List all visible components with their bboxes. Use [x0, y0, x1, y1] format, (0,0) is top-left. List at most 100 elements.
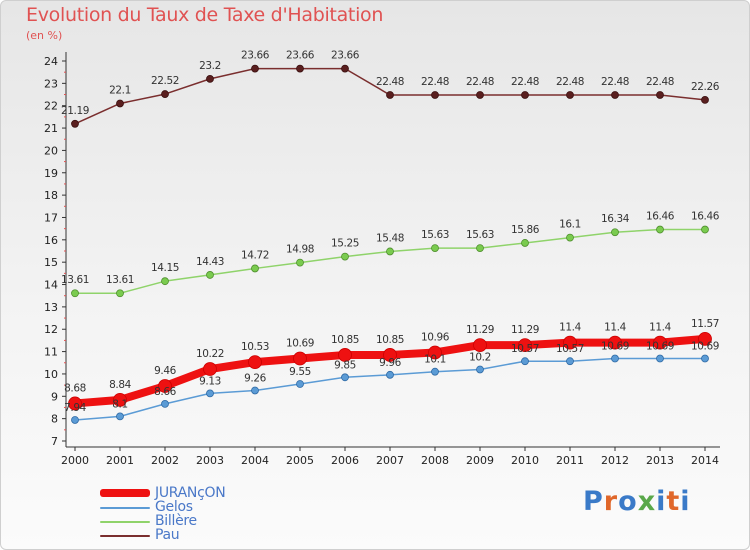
data-label-gelos: 10.69 [691, 341, 719, 353]
data-point-juranon [338, 348, 352, 362]
data-label-pau: 23.66 [286, 50, 315, 62]
data-point-juranon [608, 335, 622, 350]
data-point-billre [71, 289, 79, 298]
y-tick-label: 11 [44, 346, 58, 359]
data-label-juranon: 11.29 [466, 324, 494, 336]
data-point-pau [611, 91, 619, 99]
data-point-billre [161, 277, 169, 286]
data-point-juranon [518, 338, 532, 353]
data-point-juranon [203, 362, 217, 376]
data-point-pau [206, 74, 214, 83]
data-point-pau [296, 64, 304, 73]
data-point-juranon [473, 338, 487, 353]
data-point-billre [521, 239, 529, 247]
data-point-gelos [161, 399, 169, 408]
data-label-billre: 14.72 [241, 249, 269, 261]
data-point-gelos [296, 380, 304, 388]
data-label-juranon: 8.68 [64, 382, 86, 394]
y-tick-label: 15 [44, 256, 58, 269]
y-tick-label: 9 [51, 390, 58, 403]
data-point-billre [431, 244, 439, 252]
data-point-pau [116, 99, 124, 108]
data-label-gelos: 10.2 [469, 351, 491, 363]
data-point-gelos [71, 416, 79, 424]
data-label-juranon: 9.46 [154, 365, 176, 377]
logo-letter: x [637, 486, 657, 517]
data-point-gelos [116, 412, 124, 421]
legend-swatch-juranCon [100, 489, 150, 497]
x-tick-label: 2009 [466, 454, 494, 467]
data-label-gelos: 10.69 [646, 341, 674, 353]
x-tick-label: 2001 [106, 454, 134, 467]
x-tick-label: 2011 [556, 454, 584, 467]
data-label-juranon: 11.4 [649, 322, 671, 334]
data-point-billre [476, 244, 484, 252]
data-label-pau: 23.66 [241, 50, 270, 62]
data-label-gelos: 7.94 [64, 402, 86, 414]
x-tick-label: 2012 [601, 454, 629, 467]
x-tick-label: 2005 [286, 454, 314, 467]
data-point-pau [341, 64, 349, 73]
legend-label-pau: Pau [155, 527, 180, 543]
data-point-pau [71, 119, 79, 128]
y-tick-label: 7 [51, 435, 58, 448]
x-tick-label: 2014 [691, 454, 719, 467]
data-point-gelos [206, 389, 214, 398]
data-label-billre: 16.1 [559, 219, 581, 231]
data-label-juranon: 8.84 [109, 379, 131, 391]
data-label-pau: 22.48 [601, 76, 629, 88]
x-tick-label: 2003 [196, 454, 224, 467]
data-label-gelos: 8.1 [112, 398, 128, 410]
logo-letter: o [618, 486, 638, 517]
data-point-juranon [68, 396, 82, 411]
data-point-gelos [701, 354, 709, 363]
legend-swatch-billere [100, 521, 150, 523]
legend-label-juranCon: JURANçON [155, 485, 226, 501]
data-label-pau: 22.48 [556, 76, 584, 88]
y-tick-label: 22 [44, 100, 58, 113]
legend-swatch-pau [100, 535, 150, 537]
y-tick-label: 10 [44, 368, 58, 381]
y-tick-label: 20 [44, 144, 58, 157]
data-point-gelos [611, 354, 619, 363]
data-point-billre [251, 264, 259, 273]
data-label-gelos: 9.26 [244, 372, 266, 384]
data-point-pau [566, 91, 574, 99]
data-label-gelos: 9.85 [334, 359, 356, 371]
data-point-gelos [656, 354, 664, 363]
data-label-billre: 14.98 [286, 244, 314, 256]
data-point-billre [656, 225, 664, 234]
data-label-billre: 16.46 [646, 211, 675, 223]
data-point-gelos [431, 367, 439, 376]
chart-subtitle: (en %) [26, 29, 63, 42]
data-label-gelos: 9.96 [379, 357, 401, 369]
data-point-billre [296, 258, 304, 267]
y-tick-label: 14 [44, 279, 58, 292]
data-label-juranon: 10.22 [196, 348, 224, 360]
data-label-gelos: 10.57 [556, 343, 584, 355]
data-label-billre: 16.34 [601, 213, 630, 225]
data-label-gelos: 8.66 [154, 386, 176, 398]
data-point-billre [611, 228, 619, 237]
data-label-billre: 13.61 [61, 274, 89, 286]
data-point-gelos [341, 373, 349, 382]
data-point-billre [386, 247, 394, 256]
data-label-gelos: 9.55 [289, 366, 311, 378]
data-label-juranon: 10.69 [286, 338, 314, 350]
series-layer [68, 64, 712, 424]
data-label-pau: 22.48 [646, 76, 674, 88]
data-point-pau [521, 91, 529, 99]
data-point-juranon [113, 392, 127, 407]
data-label-billre: 13.61 [106, 274, 134, 286]
data-label-billre: 15.63 [466, 229, 494, 241]
data-label-gelos: 9.13 [199, 375, 221, 387]
data-point-pau [656, 91, 664, 99]
data-label-juranon: 11.4 [559, 322, 581, 334]
x-tick-label: 2004 [241, 454, 269, 467]
data-label-billre: 16.46 [691, 211, 720, 223]
chart-title: Evolution du Taux de Taxe d'Habitation [26, 4, 384, 26]
y-tick-label: 17 [44, 211, 58, 224]
x-tick-label: 2008 [421, 454, 449, 467]
legend-swatch-gelos [100, 507, 150, 509]
